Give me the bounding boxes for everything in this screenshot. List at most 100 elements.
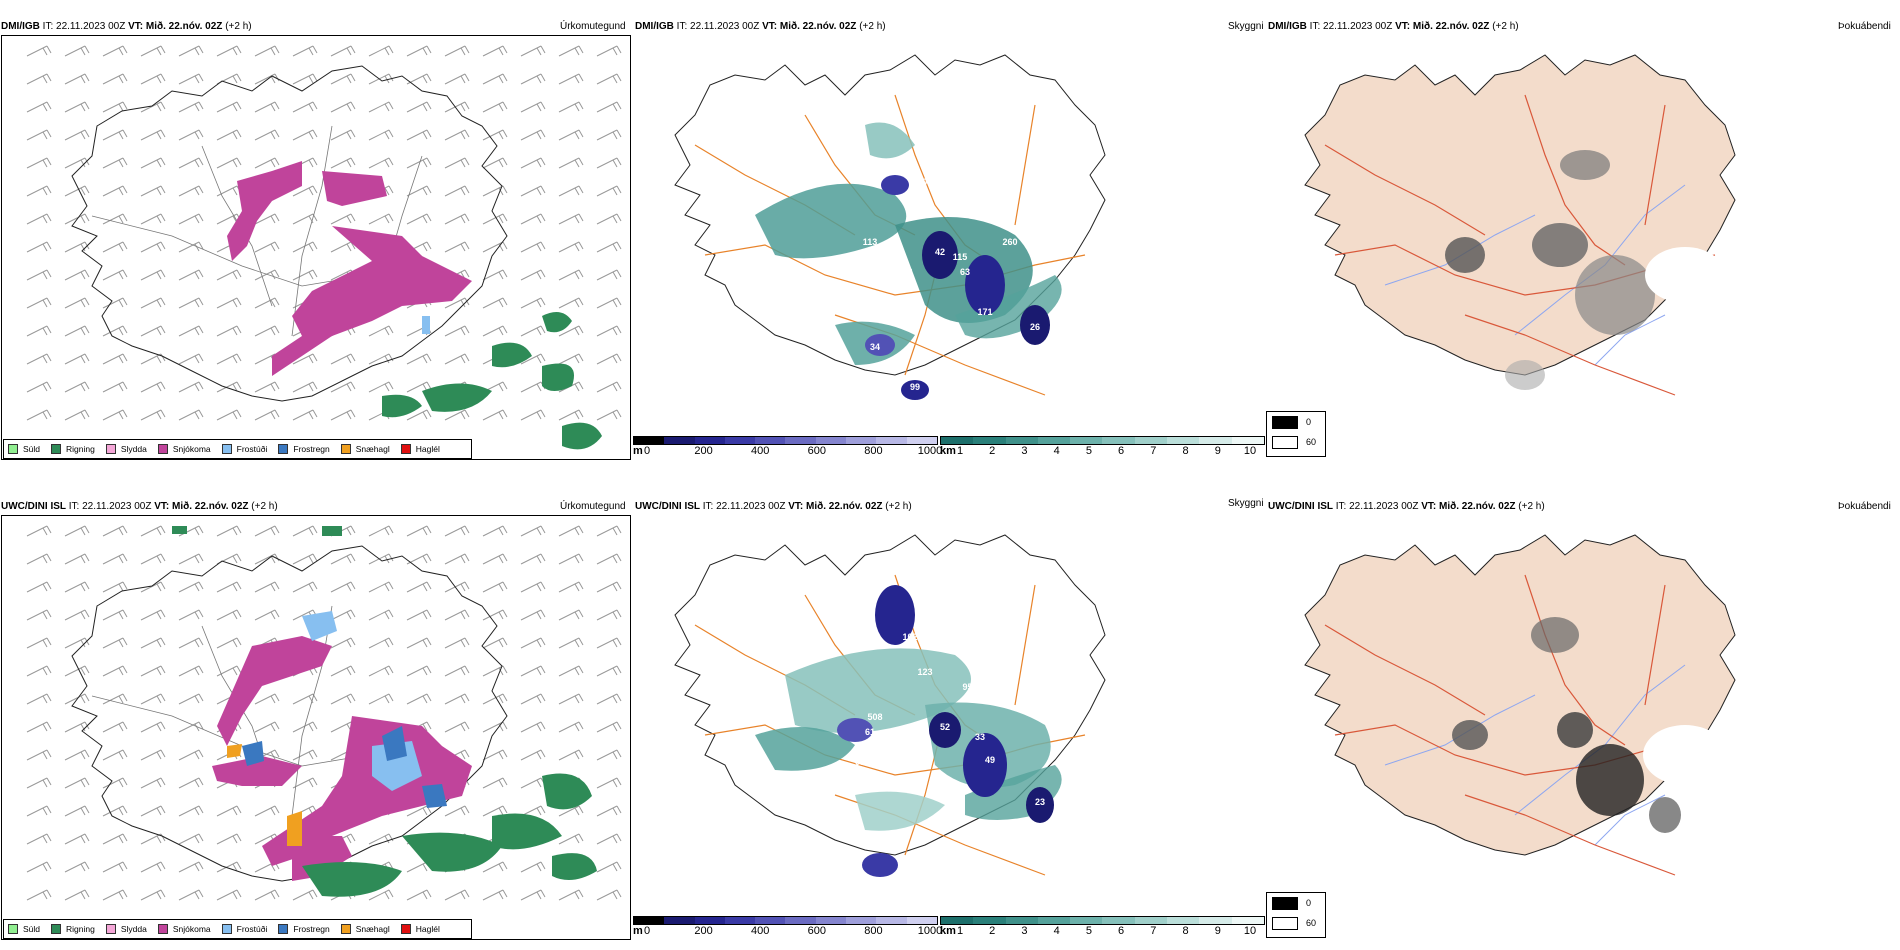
wind-barb [216, 805, 242, 817]
wind-barb [292, 525, 318, 537]
wind-barb [558, 693, 584, 705]
visibility-map-bottom[interactable]: 102 41 123 958 508 104 52 33 49 124 277 07 23 43 50 61 1… [635, 515, 1265, 915]
wind-barb [558, 749, 584, 761]
wind-barb [254, 721, 280, 733]
wind-barb [216, 297, 242, 309]
wind-barb [558, 241, 584, 253]
visibility-number-label: 268 [897, 267, 912, 277]
wind-barb [558, 45, 584, 57]
wind-barb [368, 101, 394, 113]
wind-barb [26, 693, 52, 705]
colorbar-segment [1005, 917, 1038, 924]
wind-barb [26, 241, 52, 253]
wind-barb [140, 269, 166, 281]
wind-barb [64, 609, 90, 621]
colorbar-tick: 7 [1150, 925, 1157, 937]
legend-label: Snjókoma [172, 924, 211, 934]
legend-swatch [221, 444, 232, 454]
legend-swatch [51, 924, 62, 934]
legend-item-rigning: Rigning [51, 924, 95, 934]
colorbar-tick: 1000 [917, 445, 943, 457]
colorbar-segment [906, 917, 937, 924]
wind-barb [444, 553, 470, 565]
wind-barb [596, 889, 622, 901]
wind-barb [330, 581, 356, 593]
wind-barb [596, 101, 622, 113]
wind-barb [26, 213, 52, 225]
colorbar-segment [1037, 437, 1071, 444]
wind-barb [64, 749, 90, 761]
height-unit: m [633, 925, 643, 937]
wind-barb [520, 241, 546, 253]
wind-barb [26, 721, 52, 733]
wind-barb [102, 129, 128, 141]
wind-barb [216, 269, 242, 281]
wind-barb [178, 129, 204, 141]
precip-map-bottom[interactable]: Súld Rigning Slydda Snjókoma Frostúði Frostre… [1, 515, 631, 940]
wind-barb [102, 241, 128, 253]
fog-fields [1445, 150, 1725, 390]
wind-barb [444, 101, 470, 113]
wind-barb [520, 525, 546, 537]
wind-barb [444, 409, 470, 421]
wind-barb [64, 805, 90, 817]
legend-swatch [8, 444, 18, 454]
wind-barb [520, 129, 546, 141]
wind-barb [520, 157, 546, 169]
wind-barb [140, 45, 166, 57]
wind-barb [26, 157, 52, 169]
colorbar-segment [755, 437, 786, 444]
wind-barb [558, 185, 584, 197]
wind-barb [596, 213, 622, 225]
wind-barb [64, 693, 90, 705]
wind-barb [216, 129, 242, 141]
wind-barb [254, 325, 280, 337]
colorbar-segment [1167, 917, 1200, 924]
colorbar-segment [1005, 437, 1038, 444]
wind-barb [330, 609, 356, 621]
wind-barb [102, 749, 128, 761]
wind-barb [102, 609, 128, 621]
wind-barb [292, 409, 318, 421]
wind-barb [368, 381, 394, 393]
precip-map-top[interactable]: Súld Rigning Slydda Snjókoma Frostúði Frostre… [1, 35, 631, 460]
wind-barb [596, 777, 622, 789]
wind-barb [520, 637, 546, 649]
visibility-number-label: 104 [887, 727, 902, 737]
wind-barb [330, 409, 356, 421]
wind-barb [178, 213, 204, 225]
fog-map-top[interactable] [1265, 35, 1900, 435]
legend-item-haglél: Haglél [400, 924, 440, 934]
wind-barb [520, 381, 546, 393]
colorbar-tick: 3 [1021, 445, 1028, 457]
colorbar-segment [973, 437, 1006, 444]
wind-barb [482, 749, 508, 761]
legend-label: Súld [23, 924, 41, 934]
wind-barb [178, 749, 204, 761]
colorbar-tick: 1 [956, 445, 964, 457]
wind-barb [254, 889, 280, 901]
wind-barb [178, 157, 204, 169]
wind-barb [64, 129, 90, 141]
wind-barb [482, 889, 508, 901]
wind-barb [596, 637, 622, 649]
visibility-number-label: 41 [930, 627, 940, 637]
precip-title-bottom: UWC/DINI ISL IT: 22.11.2023 00Z VT: Mið.… [1, 501, 278, 512]
wind-barb [520, 553, 546, 565]
wind-barb [178, 297, 204, 309]
colorbar-tick: 10 [1243, 925, 1257, 937]
colorbar-tick: 9 [1214, 925, 1221, 937]
wind-barb [216, 861, 242, 873]
wind-barb [520, 721, 546, 733]
colorbar-segment [973, 917, 1006, 924]
wind-barb [102, 581, 128, 593]
wind-barb [216, 45, 242, 57]
wind-barb [482, 269, 508, 281]
fog-map-bottom[interactable] [1265, 515, 1900, 915]
wind-barb [558, 805, 584, 817]
wind-barb [178, 353, 204, 365]
visibility-map-top[interactable]: 113 60 262 268 42 115 63 171 260 127 26 110 73 28 34 99… [635, 35, 1265, 435]
wind-barb [254, 609, 280, 621]
wind-barb [558, 409, 584, 421]
legend-label: Snæhagl [355, 924, 390, 934]
